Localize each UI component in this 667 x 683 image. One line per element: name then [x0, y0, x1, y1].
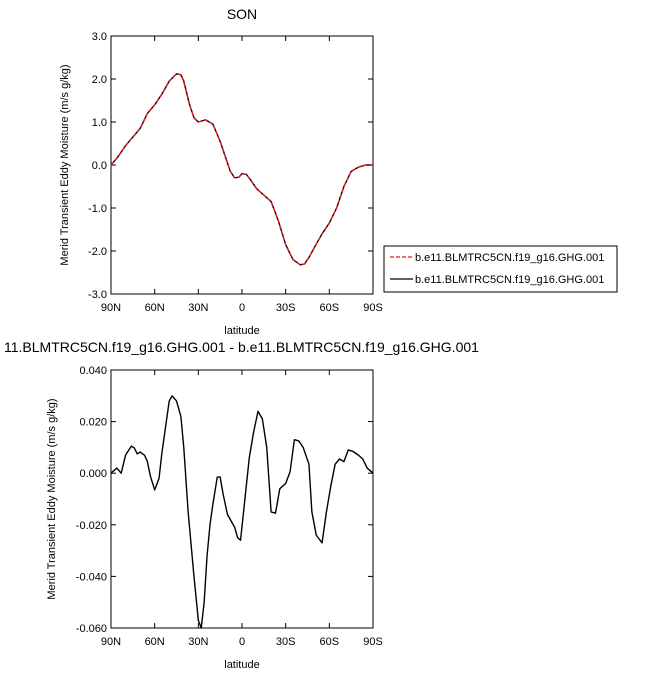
bottom-chart-title: 11.BLMTRC5CN.f19_g16.GHG.001 - b.e11.BLM…: [4, 339, 479, 355]
top-chart: SON -3.0 -2.0 -1.0 0.0 1.0 2.0 3.0 90N 60N 30N 0 3…: [59, 6, 383, 337]
top-y-tick-label: -3.0: [88, 289, 107, 301]
legend-label-series-1: b.e11.BLMTRC5CN.f19_g16.GHG.001: [415, 252, 604, 264]
bottom-x-tick-label: 30N: [188, 636, 208, 648]
top-series-line-2: [110, 73, 373, 266]
top-y-tick-label: -2.0: [88, 246, 107, 258]
bottom-series-line-1: [110, 395, 374, 629]
top-y-tick-label: 1.0: [92, 117, 107, 129]
top-y-ticks: -3.0 -2.0 -1.0 0.0 1.0 2.0 3.0: [88, 31, 373, 301]
bottom-y-ticks: -0.060 -0.040 -0.020 0.000 0.020 0.040: [76, 365, 373, 635]
top-series-line-1: [110, 73, 373, 266]
bottom-y-tick-label: 0.020: [79, 417, 107, 429]
top-y-tick-label: -1.0: [88, 203, 107, 215]
bottom-x-tick-label: 60N: [145, 636, 165, 648]
bottom-x-tick-label: 90S: [363, 636, 383, 648]
legend-label-series-2: b.e11.BLMTRC5CN.f19_g16.GHG.001: [415, 274, 604, 286]
top-x-tick-label: 60N: [145, 302, 165, 314]
bottom-chart: 11.BLMTRC5CN.f19_g16.GHG.001 - b.e11.BLM…: [4, 339, 479, 671]
bottom-x-axis-label: latitude: [224, 659, 259, 671]
top-y-tick-label: 3.0: [92, 31, 107, 43]
top-x-ticks: 90N 60N 30N 0 30S 60S 90S: [101, 36, 383, 314]
top-x-tick-label: 30N: [188, 302, 208, 314]
bottom-y-tick-label: -0.040: [76, 571, 107, 583]
top-series-lines: [110, 73, 373, 266]
top-x-axis-label: latitude: [224, 325, 259, 337]
top-y-tick-label: 0.0: [92, 160, 107, 172]
top-y-axis-label: Merid Transient Eddy Moisture (m/s g/kg): [59, 64, 71, 265]
bottom-series-lines: [110, 395, 374, 629]
bottom-y-tick-label: -0.020: [76, 520, 107, 532]
top-x-tick-label: 0: [239, 302, 245, 314]
bottom-x-tick-label: 30S: [276, 636, 296, 648]
bottom-plot-frame: [110, 369, 374, 629]
bottom-y-tick-label: 0.000: [79, 468, 107, 480]
bottom-y-tick-label: 0.040: [79, 365, 107, 377]
legend: b.e11.BLMTRC5CN.f19_g16.GHG.001 b.e11.BL…: [383, 245, 618, 293]
top-chart-title: SON: [227, 6, 257, 22]
top-plot-frame: [110, 35, 374, 295]
bottom-x-tick-label: 0: [239, 636, 245, 648]
bottom-x-ticks: 90N 60N 30N 0 30S 60S 90S: [101, 370, 383, 648]
top-x-tick-label: 60S: [320, 302, 340, 314]
top-x-tick-label: 90S: [363, 302, 383, 314]
bottom-x-tick-label: 90N: [101, 636, 121, 648]
legend-box: [383, 245, 618, 293]
top-y-tick-label: 2.0: [92, 74, 107, 86]
bottom-y-tick-label: -0.060: [76, 623, 107, 635]
top-x-tick-label: 30S: [276, 302, 296, 314]
top-x-tick-label: 90N: [101, 302, 121, 314]
bottom-x-tick-label: 60S: [320, 636, 340, 648]
bottom-y-axis-label: Merid Transient Eddy Moisture (m/s g/kg): [46, 398, 58, 599]
